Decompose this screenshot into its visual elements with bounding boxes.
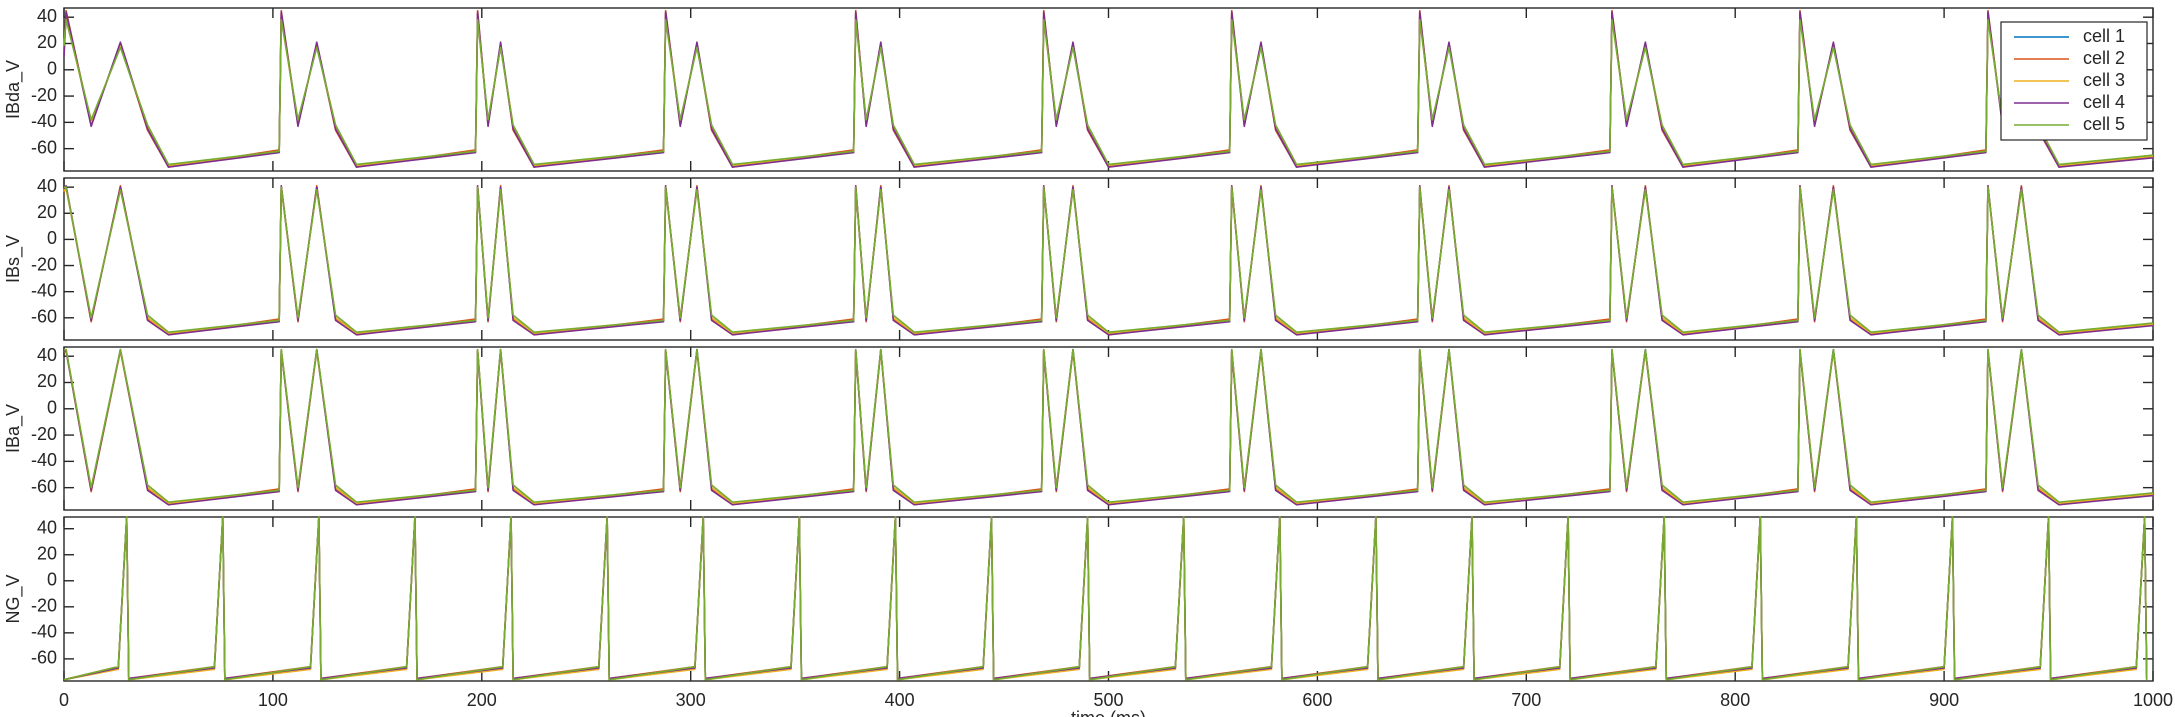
y-tick-label: 40 [37, 176, 57, 196]
panel: -60 -40 -20 0 20 40 IBa_V [3, 345, 2154, 511]
y-tick-label: -40 [31, 280, 57, 300]
legend-label: cell 3 [2083, 70, 2125, 90]
legend-label: cell 4 [2083, 92, 2125, 112]
x-tick-label: 0 [59, 690, 69, 710]
y-tick-label: -40 [31, 111, 57, 131]
x-tick-label: 100 [258, 690, 288, 710]
trace [63, 185, 2154, 336]
panel: -60 -40 -20 0 20 40 IBs_V [3, 176, 2154, 341]
y-tick-label: -60 [31, 476, 57, 496]
x-tick-label: 200 [467, 690, 497, 710]
y-tick-label: 20 [37, 32, 57, 52]
y-tick-label: 0 [47, 398, 57, 418]
legend-label: cell 5 [2083, 114, 2125, 134]
y-axis-label: IBa_V [3, 404, 24, 453]
trace [63, 348, 2154, 505]
y-tick-label: -60 [31, 648, 57, 668]
x-tick-label: 700 [1511, 690, 1541, 710]
trace [63, 516, 2148, 681]
y-tick-label: 0 [47, 59, 57, 79]
trace [63, 516, 2148, 681]
x-tick-label: 800 [1720, 690, 1750, 710]
y-tick-label: 20 [37, 543, 57, 563]
y-tick-label: 20 [37, 202, 57, 222]
trace [63, 516, 2148, 681]
y-tick-label: 40 [37, 517, 57, 537]
x-tick-label: 1000 [2133, 690, 2173, 710]
trace [63, 185, 2154, 336]
trace [64, 186, 2154, 333]
y-tick-label: -40 [31, 622, 57, 642]
trace [63, 516, 2148, 681]
y-tick-label: 40 [37, 6, 57, 26]
y-tick-label: -40 [31, 450, 57, 470]
axes-box [63, 177, 2154, 341]
x-tick-label: 300 [676, 690, 706, 710]
trace [63, 350, 2154, 506]
trace [64, 348, 2154, 505]
trace [63, 19, 2154, 166]
y-tick-label: 0 [47, 570, 57, 590]
trace [64, 348, 2154, 506]
x-tick-label: 400 [885, 690, 915, 710]
y-tick-label: -20 [31, 424, 57, 444]
trace [64, 348, 2154, 503]
trace [63, 186, 2154, 335]
trace [63, 516, 2148, 681]
trace [63, 11, 2154, 168]
trace [63, 13, 2154, 167]
x-axis-label: time (ms) [1071, 708, 1146, 717]
y-axis-label: IBs_V [3, 235, 24, 283]
y-tick-label: -20 [31, 85, 57, 105]
axes-box [63, 7, 2154, 172]
trace [63, 16, 2154, 167]
trace [63, 9, 2154, 168]
y-tick-label: 20 [37, 371, 57, 391]
y-tick-label: -60 [31, 137, 57, 157]
y-tick-label: -60 [31, 307, 57, 327]
trace [63, 187, 2154, 335]
y-axis-label: IBda_V [3, 60, 24, 119]
x-tick-label: 900 [1929, 690, 1959, 710]
axes-box [63, 346, 2154, 511]
axes-box [63, 516, 2154, 682]
y-axis-label: NG_V [3, 574, 24, 623]
y-tick-label: 0 [47, 228, 57, 248]
legend-label: cell 2 [2083, 48, 2125, 68]
x-tick-label: 600 [1302, 690, 1332, 710]
y-tick-label: -20 [31, 596, 57, 616]
y-tick-label: -20 [31, 254, 57, 274]
legend-label: cell 1 [2083, 26, 2125, 46]
y-tick-label: 40 [37, 345, 57, 365]
x-tick-label: 500 [1093, 690, 1123, 710]
